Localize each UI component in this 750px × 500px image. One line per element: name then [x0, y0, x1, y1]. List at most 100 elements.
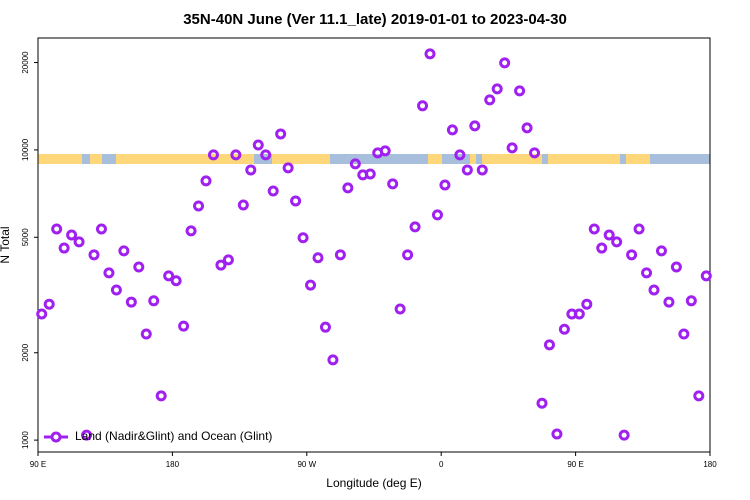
point: [155, 390, 167, 402]
point: [521, 122, 533, 134]
point: [342, 182, 354, 194]
point: [424, 48, 436, 60]
point: [417, 100, 429, 112]
point: [252, 139, 264, 151]
point: [267, 185, 279, 197]
point: [133, 261, 145, 273]
point: [193, 200, 205, 212]
land-segments: [38, 154, 650, 164]
point: [43, 298, 55, 310]
surface-band: [38, 154, 710, 164]
y-tick-label: 20000: [21, 51, 30, 74]
point: [334, 249, 346, 261]
point: [454, 149, 466, 161]
point: [446, 124, 458, 136]
point: [581, 298, 593, 310]
point: [514, 85, 526, 97]
point: [536, 397, 548, 409]
point: [573, 308, 585, 320]
point: [506, 142, 518, 154]
x-tick-label: 90 E: [30, 460, 46, 469]
point: [118, 245, 130, 257]
point: [402, 249, 414, 261]
point: [588, 223, 600, 235]
chart-title: 35N-40N June (Ver 11.1_late) 2019-01-01 …: [183, 11, 567, 28]
point: [163, 270, 175, 282]
point: [618, 429, 630, 441]
point: [222, 254, 234, 266]
point: [484, 94, 496, 106]
point: [626, 249, 638, 261]
y-tick-label: 10000: [21, 138, 30, 161]
point: [499, 57, 511, 69]
point: [230, 149, 242, 161]
legend-label: Land (Nadir&Glint) and Ocean (Glint): [75, 429, 272, 443]
point: [387, 178, 399, 190]
point: [140, 328, 152, 340]
point: [125, 296, 137, 308]
point: [670, 261, 682, 273]
point: [379, 145, 391, 157]
x-tick-label: 90 E: [567, 460, 583, 469]
point: [551, 428, 563, 440]
point: [73, 236, 85, 248]
point: [327, 354, 339, 366]
point: [103, 267, 115, 279]
point: [36, 308, 48, 320]
point: [596, 242, 608, 254]
point: [66, 229, 78, 241]
point: [200, 175, 212, 187]
point: [648, 284, 660, 296]
point: [237, 199, 249, 211]
point: [700, 270, 712, 282]
point: [349, 158, 361, 170]
point: [305, 279, 317, 291]
point: [364, 168, 376, 180]
point: [81, 429, 93, 441]
point: [245, 164, 257, 176]
legend-marker: [50, 431, 62, 443]
point: [319, 321, 331, 333]
y-tick-label: 2000: [21, 343, 30, 361]
point: [558, 323, 570, 335]
point: [178, 320, 190, 332]
point: [110, 284, 122, 296]
point: [469, 120, 481, 132]
x-tick-label: 0: [439, 460, 444, 469]
point: [409, 221, 421, 233]
point: [439, 179, 451, 191]
y-axis-label: N Total: [0, 226, 12, 263]
x-tick-label: 180: [166, 460, 180, 469]
point: [95, 223, 107, 235]
point: [476, 164, 488, 176]
point: [290, 195, 302, 207]
point: [260, 149, 272, 161]
point: [693, 390, 705, 402]
point: [297, 232, 309, 244]
point: [431, 209, 443, 221]
point: [529, 147, 541, 159]
point: [633, 223, 645, 235]
point: [282, 162, 294, 174]
point: [88, 249, 100, 261]
point: [603, 229, 615, 241]
point: [491, 83, 503, 95]
point: [170, 275, 182, 287]
point: [461, 164, 473, 176]
x-tick-label: 180: [703, 460, 717, 469]
point: [663, 296, 675, 308]
point: [641, 267, 653, 279]
point: [678, 328, 690, 340]
point: [148, 295, 160, 307]
point: [685, 295, 697, 307]
point: [312, 252, 324, 264]
point: [58, 242, 70, 254]
y-tick-label: 1000: [21, 431, 30, 449]
x-axis-label: Longitude (deg E): [326, 476, 421, 490]
point: [185, 225, 197, 237]
y-tick-label: 5000: [21, 228, 30, 246]
point: [51, 223, 63, 235]
plot-frame: [37, 37, 711, 453]
point: [611, 236, 623, 248]
